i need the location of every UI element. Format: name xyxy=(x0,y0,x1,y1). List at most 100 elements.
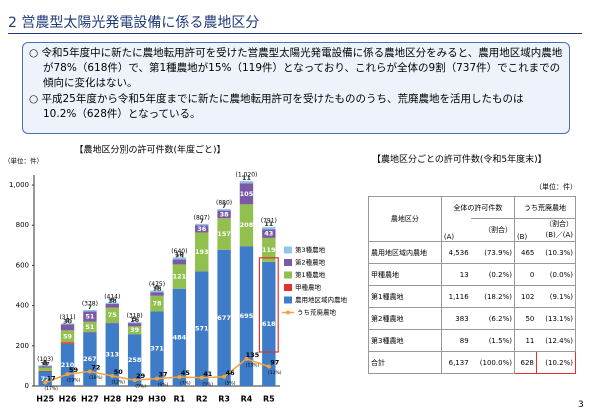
segment-label: 7 xyxy=(199,217,204,225)
segment-label: 39 xyxy=(130,326,140,334)
bar-segment xyxy=(172,288,187,386)
bar-segment xyxy=(172,259,187,265)
x-tick-label: H26 xyxy=(59,395,77,404)
cell: (0.0%) xyxy=(536,263,577,286)
text: 令和5年度中に新たに農地転用許可を受けた営農型太陽光発電設備に係る農地区分をみる… xyxy=(41,47,563,89)
x-tick-label: H30 xyxy=(148,395,166,404)
cell: (0.2%) xyxy=(470,263,515,286)
segment-label: 7 xyxy=(222,202,227,210)
segment-label: 5 xyxy=(43,358,48,366)
share-label: (13%) xyxy=(246,362,260,368)
th: 農地区分 xyxy=(368,196,442,242)
segment-label: 695 xyxy=(240,312,254,320)
cell: (9.1%) xyxy=(536,285,577,308)
segment-label: 8 xyxy=(155,284,160,292)
share-label: (19%) xyxy=(67,378,81,384)
summary-box: ○ 令和5年度中に新たに農地転用許可を受けた営農型太陽光発電設備に係る農地区分を… xyxy=(22,42,570,134)
cell: 628 xyxy=(513,351,537,374)
segment-label: 18 xyxy=(152,285,162,293)
bar-segment xyxy=(83,321,97,332)
line-point xyxy=(155,376,159,381)
bar-segment xyxy=(38,370,52,372)
line-label: 17 xyxy=(47,375,56,383)
table-unit: （単位：件） xyxy=(535,183,577,191)
bar-segment xyxy=(127,326,142,335)
bar-segment xyxy=(150,311,164,386)
segment-label: 119 xyxy=(262,246,276,254)
legend-label: 第3種農地 xyxy=(295,245,326,254)
segment-label: 121 xyxy=(173,273,187,281)
segment-label: 208 xyxy=(240,221,254,229)
share-label: (7%) xyxy=(180,380,191,386)
bar-segment xyxy=(38,371,52,386)
cell: 第2種農地 xyxy=(368,307,442,330)
cell: 102 xyxy=(513,285,537,308)
table-title: 【農地区分ごとの許可件数(令和5年度末)】 xyxy=(372,155,547,165)
th: うち荒廃農地 xyxy=(513,196,577,219)
segment-label: 6 xyxy=(43,359,48,367)
segment-label: 75 xyxy=(108,311,118,319)
cell: (100.0%) xyxy=(470,351,515,374)
segment-label: 484 xyxy=(173,333,187,341)
cell: 第3種農地 xyxy=(368,329,442,352)
bar-segment xyxy=(38,366,52,368)
cell: 6,137 xyxy=(440,351,471,374)
x-tick-label: R4 xyxy=(241,395,253,404)
cell: (12.4%) xyxy=(536,329,577,352)
legend-swatch xyxy=(284,296,292,304)
total-label: (414) xyxy=(104,293,120,300)
cell: (18.2%) xyxy=(470,285,515,308)
line-label: 45 xyxy=(181,369,191,377)
th: 全体の許可件数 xyxy=(440,196,515,219)
segment-label: 72 xyxy=(41,375,50,383)
x-tick-label: H27 xyxy=(81,395,99,404)
bar-segment xyxy=(262,261,276,386)
bar-segment xyxy=(262,237,276,262)
th: （割合） xyxy=(545,220,573,228)
segment-label: 210 xyxy=(61,361,75,369)
y-tick-label: 1,000 xyxy=(9,181,29,189)
cell: 4,536 xyxy=(440,241,471,264)
segment-label: 59 xyxy=(63,332,73,340)
bar-segment xyxy=(239,181,254,184)
bar-segment xyxy=(60,324,75,331)
bar-segment xyxy=(105,307,119,323)
line-point xyxy=(244,356,249,361)
bar-segment xyxy=(217,210,231,219)
bar-segment xyxy=(105,323,119,386)
bar-segment xyxy=(60,330,75,343)
th: (B) xyxy=(513,218,537,242)
row: 合計 6,137 (100.0%) 628 (10.2%) xyxy=(368,351,577,374)
total-label: (318) xyxy=(127,313,143,320)
title: 2 営農型太陽光発電設備に係る農地区分 xyxy=(8,15,260,31)
share-label: (9%) xyxy=(135,384,146,390)
legend-swatch xyxy=(284,284,292,291)
line-point xyxy=(266,364,271,369)
bar-segment xyxy=(262,227,276,230)
line-label: 29 xyxy=(136,372,146,380)
segment-label: 38 xyxy=(220,210,230,218)
total-label: (311) xyxy=(59,314,75,321)
bar-segment xyxy=(83,311,97,322)
segment-label: 51 xyxy=(85,313,95,321)
line-point xyxy=(222,374,227,379)
th: (B)／(A) xyxy=(545,231,573,239)
cell: 第1種農地 xyxy=(368,285,442,308)
rule xyxy=(8,33,582,34)
bar-segment xyxy=(217,209,231,211)
line-label: 46 xyxy=(226,369,236,377)
bar-segment xyxy=(195,223,209,226)
x-tick-label: R5 xyxy=(263,395,275,404)
segment-label: 11 xyxy=(264,220,274,228)
cell: 465 xyxy=(513,241,537,264)
total-label: (378) xyxy=(82,301,98,308)
share-label: (8%) xyxy=(158,382,169,388)
segment-label: 7 xyxy=(88,303,93,311)
segment-label: 10 xyxy=(175,250,185,258)
share-label: (12%) xyxy=(268,370,282,376)
bar-segment xyxy=(150,290,164,293)
cell: 13 xyxy=(440,263,471,286)
y-tick-label: 600 xyxy=(16,261,29,269)
segment-label: 51 xyxy=(85,323,95,331)
